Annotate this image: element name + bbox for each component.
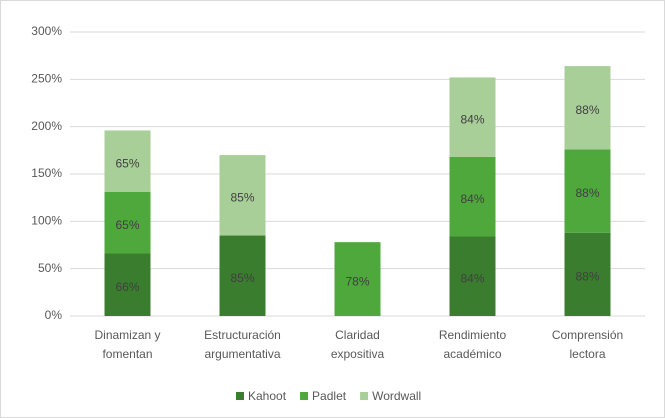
legend-label: Padlet — [312, 389, 347, 403]
x-tick-label: fomentan — [102, 347, 152, 361]
bar-segment — [564, 66, 611, 150]
value-label: 84% — [460, 112, 484, 126]
legend-swatch — [300, 392, 309, 400]
value-label: 65% — [115, 156, 139, 170]
y-tick-label: 0% — [45, 308, 63, 322]
x-tick-label: lectora — [569, 347, 605, 361]
value-label: 88% — [575, 186, 599, 200]
bar-segment — [219, 155, 266, 236]
x-tick-label: Comprensión — [552, 328, 623, 342]
x-tick-label: Dinamizan y — [94, 328, 160, 342]
bar-segment — [219, 235, 266, 316]
bar-segment — [104, 130, 151, 192]
value-label: 66% — [115, 280, 139, 294]
value-label: 85% — [230, 271, 254, 285]
bar-segment — [104, 191, 151, 254]
value-label: 65% — [115, 218, 139, 232]
bar-segment — [449, 156, 496, 237]
y-tick-label: 50% — [38, 261, 62, 275]
legend-swatch — [236, 392, 244, 400]
x-tick-label: académico — [443, 347, 501, 361]
value-label: 84% — [460, 192, 484, 206]
x-tick-label: Claridad — [335, 328, 380, 342]
value-label: 88% — [575, 270, 599, 284]
x-tick-label: Estructuración — [204, 328, 281, 342]
bar-segment — [449, 77, 496, 157]
x-tick-label: argumentativa — [204, 347, 280, 361]
bar-segment — [104, 253, 151, 316]
bar-segment — [564, 232, 611, 316]
y-tick-label: 250% — [31, 72, 62, 86]
x-tick-label: Rendimiento — [439, 328, 507, 342]
y-tick-label: 150% — [31, 166, 62, 180]
legend-label: Wordwall — [372, 389, 421, 403]
value-label: 88% — [575, 103, 599, 117]
bar-segment — [334, 242, 381, 316]
y-tick-label: 300% — [31, 24, 62, 38]
x-tick-label: expositiva — [331, 347, 385, 361]
bar-segment — [564, 149, 611, 233]
y-tick-label: 200% — [31, 119, 62, 133]
bar-segment — [449, 236, 496, 316]
value-label: 85% — [230, 190, 254, 204]
value-label: 78% — [345, 274, 369, 288]
y-tick-label: 100% — [31, 214, 62, 228]
legend-label: Kahoot — [248, 389, 287, 403]
legend-swatch — [360, 392, 369, 400]
value-label: 84% — [460, 271, 484, 285]
